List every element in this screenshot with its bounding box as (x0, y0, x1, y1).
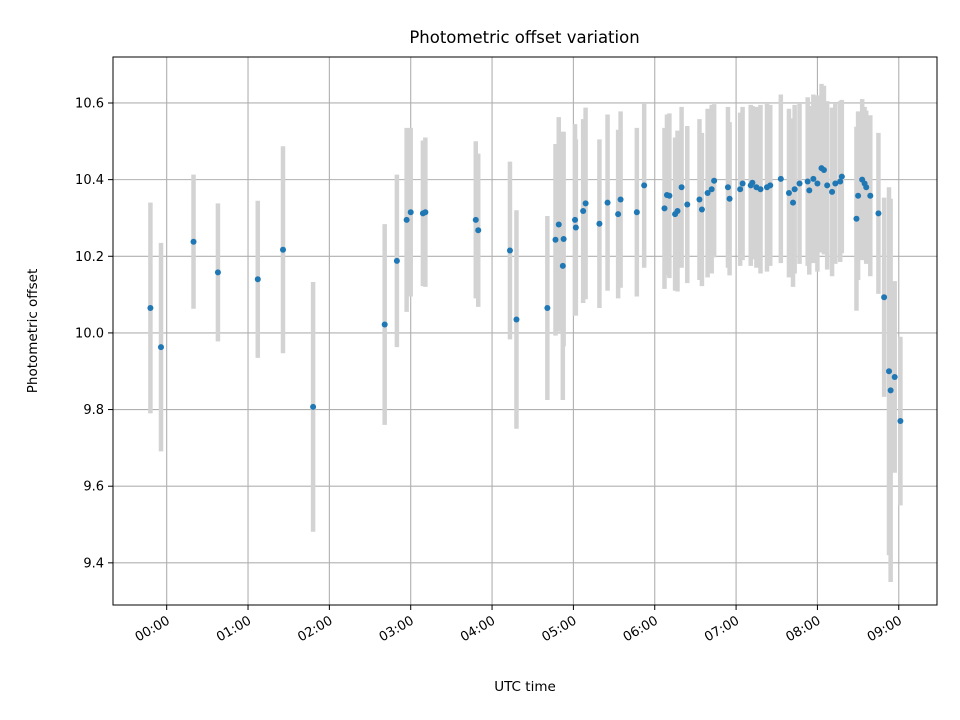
data-point (580, 208, 587, 215)
data-point (711, 177, 718, 184)
data-point (767, 182, 774, 189)
data-point (214, 269, 221, 276)
data-point (708, 186, 715, 193)
data-point (280, 246, 287, 253)
data-point (661, 205, 668, 212)
data-point (810, 175, 817, 182)
data-point (867, 192, 874, 199)
data-point (157, 344, 164, 351)
x-tick-label: 06:00 (621, 613, 661, 645)
data-point (513, 316, 520, 323)
data-point (633, 209, 640, 216)
data-point (737, 186, 744, 193)
data-point (310, 403, 317, 410)
data-point (472, 216, 479, 223)
x-tick-label: 05:00 (539, 613, 579, 645)
data-point (596, 220, 603, 227)
y-tick-label: 10.0 (75, 326, 104, 341)
data-point (615, 211, 622, 218)
chart-title: Photometric offset variation (409, 28, 639, 47)
data-point (791, 186, 798, 193)
data-point (582, 200, 589, 207)
data-points (147, 165, 904, 425)
data-point (806, 187, 813, 194)
data-point (698, 206, 705, 213)
data-point (855, 192, 862, 199)
data-point (838, 173, 845, 180)
data-point (407, 209, 414, 216)
data-point (829, 188, 836, 195)
y-tick-label: 10.2 (75, 250, 104, 265)
x-axis-ticks: 00:00 01:00 02:00 03:00 04:00 05:00 06:00 07:00… (133, 605, 905, 645)
data-point (641, 182, 648, 189)
data-point (696, 196, 703, 203)
data-point (544, 305, 551, 312)
data-point (393, 257, 400, 264)
plot-area-frame (112, 56, 938, 606)
x-tick-label: 08:00 (783, 613, 823, 645)
y-tick-label: 9.8 (83, 403, 104, 418)
data-point (757, 186, 764, 193)
x-axis-label: UTC time (494, 679, 556, 695)
data-point (552, 236, 559, 243)
x-tick-label: 02:00 (295, 613, 335, 645)
data-point (796, 180, 803, 187)
data-point (254, 276, 261, 283)
data-point (559, 262, 566, 269)
data-point (749, 179, 756, 186)
data-point (678, 184, 685, 191)
data-point (820, 167, 827, 174)
y-tick-label: 9.4 (83, 556, 104, 571)
data-point (832, 180, 839, 187)
data-point (403, 216, 410, 223)
data-point (887, 387, 894, 394)
data-point (555, 221, 562, 228)
data-point (881, 294, 888, 301)
x-tick-label: 09:00 (865, 613, 905, 645)
data-point (863, 184, 870, 191)
data-point (617, 196, 624, 203)
x-tick-label: 01:00 (214, 613, 254, 645)
y-tick-label: 9.6 (83, 480, 104, 495)
y-tick-label: 10.4 (75, 173, 104, 188)
data-point (824, 182, 831, 189)
data-point (666, 192, 673, 199)
data-point (853, 215, 860, 222)
data-point (604, 199, 611, 206)
data-point (777, 175, 784, 182)
y-axis-label: Photometric offset (25, 269, 41, 393)
data-point (891, 373, 898, 380)
x-tick-label: 03:00 (377, 613, 417, 645)
data-point (422, 209, 429, 216)
data-point (190, 238, 197, 245)
data-point (739, 180, 746, 187)
data-point (785, 190, 792, 197)
y-axis-ticks: 9.4 9.6 9.8 10.0 10.2 10.4 10.6 (75, 96, 113, 571)
data-point (724, 184, 731, 191)
data-point (704, 190, 711, 197)
x-tick-label: 04:00 (458, 613, 498, 645)
data-point (804, 178, 811, 185)
data-point (837, 178, 844, 185)
data-point (560, 236, 567, 243)
data-point (572, 224, 579, 231)
x-tick-label: 00:00 (133, 613, 173, 645)
data-point (475, 227, 482, 234)
data-point (875, 210, 882, 217)
data-point (147, 305, 154, 312)
data-point (674, 208, 681, 215)
data-point (886, 368, 893, 375)
data-point (726, 195, 733, 202)
data-point (684, 201, 691, 208)
data-point (790, 199, 797, 206)
data-point (506, 247, 513, 254)
data-point (381, 321, 388, 328)
data-point (897, 418, 904, 425)
x-tick-label: 07:00 (702, 613, 742, 645)
data-point (814, 180, 821, 187)
y-tick-label: 10.6 (75, 96, 104, 111)
data-point (572, 216, 579, 223)
